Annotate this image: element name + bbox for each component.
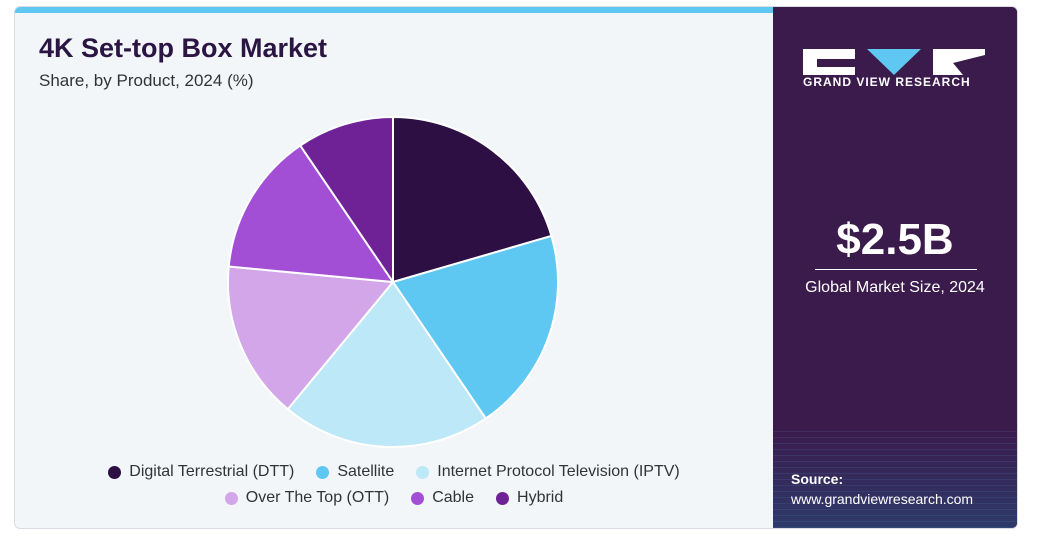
grand-view-research-logo-icon (803, 49, 985, 75)
pie-slice-ott (227, 265, 395, 411)
accent-bar (15, 7, 773, 13)
legend-item-ott: Over The Top (OTT) (224, 489, 390, 507)
legend-item-dtt: Digital Terrestrial (DTT) (108, 463, 294, 481)
pie-chart (227, 115, 559, 448)
legend-row-2: Over The Top (OTT) Cable Hybrid (15, 485, 773, 511)
source-link[interactable]: www.grandviewresearch.com (791, 491, 974, 507)
legend-swatch-satellite (316, 465, 330, 479)
legend-item-iptv: Internet Protocol Television (IPTV) (416, 463, 680, 481)
legend-label-dtt: Digital Terrestrial (DTT) (129, 463, 295, 480)
legend-label-iptv: Internet Protocol Television (IPTV) (437, 463, 680, 480)
chart-card: 4K Set-top Box Market Share, by Product,… (14, 6, 1018, 529)
legend-item-cable: Cable (411, 489, 474, 507)
pie-slice-cable (227, 144, 396, 284)
market-size-value: $2.5B (836, 215, 954, 264)
legend-swatch-hybrid (496, 491, 510, 505)
chart-subtitle: Share, by Product, 2024 (%) (39, 71, 254, 90)
source-label: Source: (791, 471, 844, 487)
legend-label-satellite: Satellite (337, 463, 395, 480)
legend-swatch-cable (411, 491, 425, 505)
summary-panel: GRAND VIEW RESEARCH $2.5B Global Market … (773, 7, 1017, 528)
market-size-caption: Global Market Size, 2024 (805, 279, 985, 296)
chart-title: 4K Set-top Box Market (39, 33, 328, 63)
wave-pattern (773, 428, 1017, 528)
legend-swatch-ott (224, 491, 238, 505)
legend-label-ott: Over The Top (OTT) (245, 489, 390, 506)
legend-row-1: Digital Terrestrial (DTT) Satellite Inte… (15, 459, 773, 485)
pie-slice-hybrid (298, 115, 394, 286)
brand-name: GRAND VIEW RESEARCH (803, 75, 971, 89)
pie-slice-dtt (392, 115, 553, 284)
pie-slice-satellite (391, 234, 559, 420)
chart-panel: 4K Set-top Box Market Share, by Product,… (15, 7, 773, 528)
legend-label-hybrid: Hybrid (517, 489, 564, 506)
legend-item-satellite: Satellite (316, 463, 394, 481)
legend-item-hybrid: Hybrid (496, 489, 563, 507)
legend-label-cable: Cable (432, 489, 475, 506)
legend-swatch-dtt (108, 465, 122, 479)
chart-legend: Digital Terrestrial (DTT) Satellite Inte… (15, 459, 773, 511)
value-divider (815, 269, 977, 270)
legend-swatch-iptv (416, 465, 430, 479)
pie-slice-iptv (286, 280, 488, 448)
